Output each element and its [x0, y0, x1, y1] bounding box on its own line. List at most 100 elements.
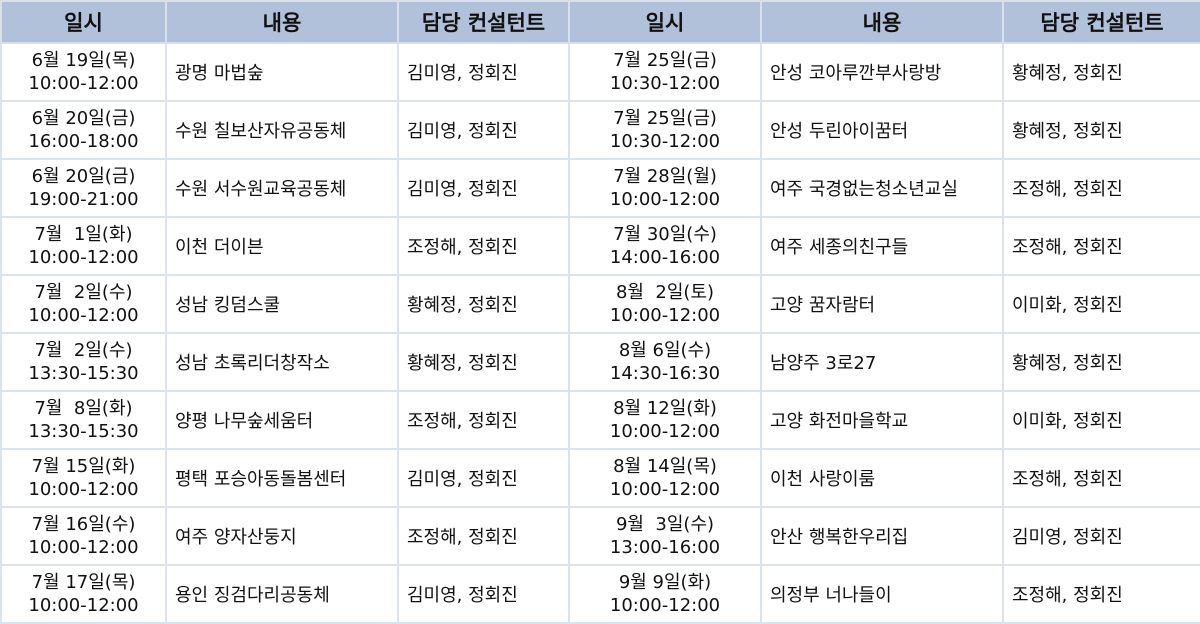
- consultant-cell: 조정해, 정회진: [1002, 158, 1200, 218]
- content-cell: 성남 초록리더창작소: [165, 332, 399, 392]
- time: 10:00-12:00: [28, 73, 139, 94]
- consultant-cell: 조정해, 정회진: [1002, 216, 1200, 276]
- table-row: 7월 2일(수) 10:00-12:00 성남 킹덤스쿨 황혜정, 정회진 8월 2일(…: [0, 274, 1200, 334]
- content-cell: 남양주 3로27: [760, 332, 1004, 392]
- date-cell: 6월 20일(금) 19:00-21:00: [0, 158, 167, 218]
- time: 14:00-16:00: [609, 247, 721, 268]
- consultant-cell: 김미영, 정회진: [397, 100, 570, 160]
- consultant-cell: 김미영, 정회진: [397, 158, 570, 218]
- date-cell: 6월 19일(목) 10:00-12:00: [0, 42, 167, 102]
- column-header: 내용: [760, 0, 1004, 44]
- date-cell: 8월 6일(수) 14:30-16:30: [568, 332, 762, 392]
- table-row: 7월 17일(목) 10:00-12:00 용인 징검다리공동체 김미영, 정회진 9월…: [0, 564, 1200, 624]
- time: 10:00-12:00: [609, 595, 721, 616]
- date: 8월 6일(수): [618, 340, 712, 361]
- consultant-cell: 조정해, 정회진: [397, 216, 570, 276]
- date: 6월 19일(목): [31, 50, 136, 71]
- column-header: 일시: [0, 0, 167, 44]
- content-cell: 여주 국경없는청소년교실: [760, 158, 1004, 218]
- date-cell: 7월 25일(금) 10:30-12:00: [568, 42, 762, 102]
- column-header: 담당 컨설턴트: [397, 0, 570, 44]
- date-cell: 7월 16일(수) 10:00-12:00: [0, 506, 167, 566]
- date-cell: 9월 9일(화) 10:00-12:00: [568, 564, 762, 624]
- table-row: 6월 19일(목) 10:00-12:00 광명 마법숲 김미영, 정회진 7월 25일…: [0, 42, 1200, 102]
- content-cell: 안성 코아루깐부사랑방: [760, 42, 1004, 102]
- table-row: 7월 1일(화) 10:00-12:00 이천 더이븐 조정해, 정회진 7월 30일(…: [0, 216, 1200, 276]
- date: 8월 14일(목): [613, 456, 717, 477]
- date-cell: 7월 15일(화) 10:00-12:00: [0, 448, 167, 508]
- content-cell: 안성 두린아이꿈터: [760, 100, 1004, 160]
- content-cell: 고양 화전마을학교: [760, 390, 1004, 450]
- date: 7월 16일(수): [31, 514, 136, 535]
- date: 7월 2일(수): [34, 282, 133, 303]
- consultant-cell: 김미영, 정회진: [397, 42, 570, 102]
- date-cell: 9월 3일(수) 13:00-16:00: [568, 506, 762, 566]
- date: 7월 17일(목): [31, 572, 136, 593]
- content-cell: 이천 사랑이룸: [760, 448, 1004, 508]
- date: 6월 20일(금): [31, 108, 136, 129]
- consultant-cell: 이미화, 정회진: [1002, 390, 1200, 450]
- time: 13:00-16:00: [609, 537, 721, 558]
- date: 6월 20일(금): [31, 166, 136, 187]
- time: 19:00-21:00: [28, 189, 139, 210]
- content-cell: 광명 마법숲: [165, 42, 399, 102]
- consultant-cell: 황혜정, 정회진: [397, 332, 570, 392]
- column-header: 내용: [165, 0, 399, 44]
- date-cell: 7월 17일(목) 10:00-12:00: [0, 564, 167, 624]
- time: 10:00-12:00: [609, 479, 721, 500]
- date-cell: 7월 30일(수) 14:00-16:00: [568, 216, 762, 276]
- content-cell: 안산 행복한우리집: [760, 506, 1004, 566]
- time: 13:30-15:30: [28, 421, 139, 442]
- date: 7월 1일(화): [34, 224, 133, 245]
- consultant-cell: 조정해, 정회진: [1002, 564, 1200, 624]
- date: 8월 12일(화): [613, 398, 717, 419]
- table-row: 7월 2일(수) 13:30-15:30 성남 초록리더창작소 황혜정, 정회진 8월 …: [0, 332, 1200, 392]
- time: 10:30-12:00: [609, 73, 721, 94]
- table-row: 6월 20일(금) 19:00-21:00 수원 서수원교육공동체 김미영, 정회진 7…: [0, 158, 1200, 218]
- date: 7월 15일(화): [31, 456, 136, 477]
- time: 13:30-15:30: [28, 363, 139, 384]
- date-cell: 7월 28일(월) 10:00-12:00: [568, 158, 762, 218]
- consultant-cell: 황혜정, 정회진: [397, 274, 570, 334]
- date-cell: 7월 2일(수) 13:30-15:30: [0, 332, 167, 392]
- content-cell: 성남 킹덤스쿨: [165, 274, 399, 334]
- time: 10:00-12:00: [609, 305, 721, 326]
- time: 10:30-12:00: [609, 131, 721, 152]
- date-cell: 7월 2일(수) 10:00-12:00: [0, 274, 167, 334]
- table-row: 6월 20일(금) 16:00-18:00 수원 칠보산자유공동체 김미영, 정회진 7…: [0, 100, 1200, 160]
- date-cell: 6월 20일(금) 16:00-18:00: [0, 100, 167, 160]
- date: 7월 28일(월): [613, 166, 717, 187]
- time: 10:00-12:00: [28, 479, 139, 500]
- content-cell: 수원 서수원교육공동체: [165, 158, 399, 218]
- date: 9월 9일(화): [618, 572, 712, 593]
- date: 8월 2일(토): [615, 282, 715, 303]
- date: 7월 8일(화): [34, 398, 133, 419]
- table-row: 7월 15일(화) 10:00-12:00 평택 포승아동돌봄센터 김미영, 정회진 8…: [0, 448, 1200, 508]
- column-header: 담당 컨설턴트: [1002, 0, 1200, 44]
- date-cell: 8월 2일(토) 10:00-12:00: [568, 274, 762, 334]
- consultant-cell: 조정해, 정회진: [397, 390, 570, 450]
- date-cell: 7월 8일(화) 13:30-15:30: [0, 390, 167, 450]
- consultant-cell: 김미영, 정회진: [397, 564, 570, 624]
- date: 7월 2일(수): [34, 340, 133, 361]
- date: 7월 25일(금): [613, 50, 717, 71]
- table-row: 7월 8일(화) 13:30-15:30 양평 나무숲세움터 조정해, 정회진 8월 1…: [0, 390, 1200, 450]
- date-cell: 7월 1일(화) 10:00-12:00: [0, 216, 167, 276]
- column-header: 일시: [568, 0, 762, 44]
- date: 7월 30일(수): [613, 224, 717, 245]
- content-cell: 여주 세종의친구들: [760, 216, 1004, 276]
- content-cell: 양평 나무숲세움터: [165, 390, 399, 450]
- content-cell: 고양 꿈자람터: [760, 274, 1004, 334]
- table-row: 7월 16일(수) 10:00-12:00 여주 양자산둥지 조정해, 정회진 9월 3…: [0, 506, 1200, 566]
- consultant-cell: 황혜정, 정회진: [1002, 332, 1200, 392]
- consultant-cell: 김미영, 정회진: [1002, 506, 1200, 566]
- content-cell: 용인 징검다리공동체: [165, 564, 399, 624]
- consultant-cell: 황혜정, 정회진: [1002, 100, 1200, 160]
- time: 10:00-12:00: [609, 421, 721, 442]
- consultant-cell: 이미화, 정회진: [1002, 274, 1200, 334]
- consultant-cell: 조정해, 정회진: [1002, 448, 1200, 508]
- time: 16:00-18:00: [28, 131, 139, 152]
- date-cell: 8월 12일(화) 10:00-12:00: [568, 390, 762, 450]
- time: 10:00-12:00: [28, 595, 139, 616]
